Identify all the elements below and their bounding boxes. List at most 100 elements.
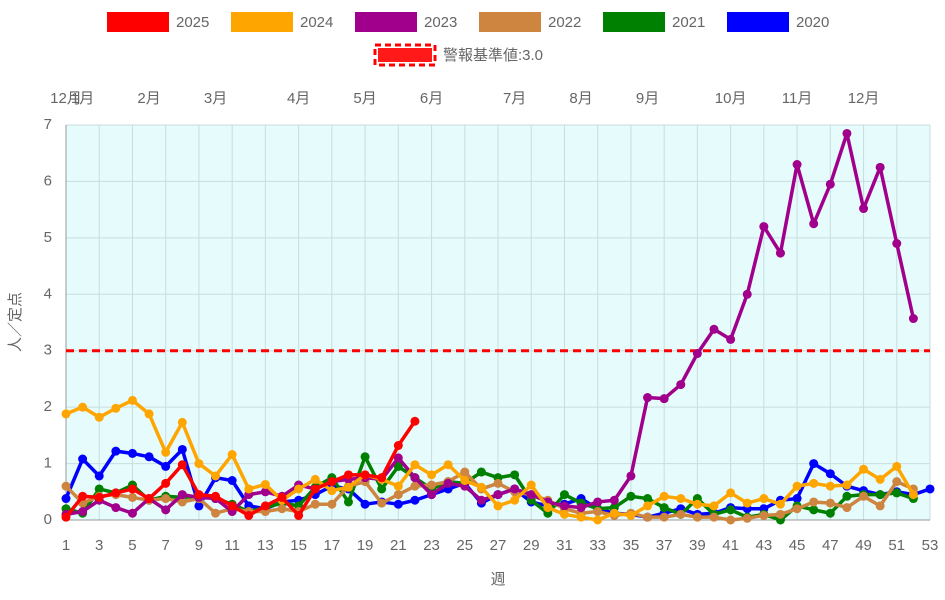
data-point xyxy=(211,491,221,501)
data-point xyxy=(476,467,486,477)
data-point xyxy=(493,501,503,511)
data-point xyxy=(443,478,453,488)
x-axis-label: 週 xyxy=(490,571,505,588)
data-point xyxy=(427,470,437,480)
data-point xyxy=(676,380,686,390)
data-point xyxy=(111,446,121,456)
legend-label: 2020 xyxy=(796,14,829,31)
data-point xyxy=(393,481,403,491)
data-point xyxy=(825,508,835,518)
data-point xyxy=(759,510,769,520)
data-point xyxy=(775,509,785,519)
data-point xyxy=(759,494,769,504)
data-point xyxy=(493,490,503,500)
data-point xyxy=(61,494,71,504)
data-point xyxy=(377,473,387,483)
data-point xyxy=(61,512,71,522)
legend-label: 2021 xyxy=(672,14,705,31)
data-point xyxy=(908,314,918,324)
x-tick-label: 53 xyxy=(922,537,939,554)
data-point xyxy=(393,441,403,451)
data-point xyxy=(111,503,121,513)
data-point xyxy=(127,492,137,502)
y-tick-label: 5 xyxy=(44,229,52,246)
y-tick-label: 3 xyxy=(44,342,52,359)
top-tick-label: 12月 xyxy=(50,90,82,107)
data-point xyxy=(127,395,137,405)
data-point xyxy=(576,512,586,522)
data-point xyxy=(460,476,470,485)
y-tick-label: 2 xyxy=(44,398,52,415)
data-point xyxy=(809,219,819,229)
data-point xyxy=(111,488,121,498)
legend-swatch xyxy=(479,12,541,32)
legend-label: 2025 xyxy=(176,14,209,31)
data-point xyxy=(227,450,237,460)
data-point xyxy=(78,454,88,464)
data-point xyxy=(343,497,353,507)
x-tick-label: 7 xyxy=(162,537,170,554)
data-point xyxy=(310,499,320,509)
legend-swatch xyxy=(355,12,417,32)
data-point xyxy=(809,497,819,507)
x-tick-label: 13 xyxy=(257,537,274,554)
data-point xyxy=(94,471,104,481)
data-point xyxy=(859,491,869,501)
data-point xyxy=(559,509,569,519)
data-point xyxy=(194,501,204,511)
data-point xyxy=(775,499,785,509)
data-point xyxy=(177,490,187,500)
data-point xyxy=(161,494,171,504)
data-point xyxy=(476,482,486,492)
data-point xyxy=(709,512,719,522)
data-point xyxy=(593,507,603,517)
data-point xyxy=(726,488,736,498)
data-point xyxy=(360,499,370,509)
data-point xyxy=(194,490,204,500)
x-tick-label: 43 xyxy=(756,537,773,554)
data-point xyxy=(211,508,221,518)
data-point xyxy=(759,222,769,232)
data-point xyxy=(643,512,653,522)
legend-label: 2023 xyxy=(424,14,457,31)
x-tick-label: 1 xyxy=(62,537,70,554)
data-point xyxy=(576,503,586,513)
data-point xyxy=(310,484,320,494)
data-point xyxy=(543,503,553,513)
x-tick-label: 49 xyxy=(855,537,872,554)
data-point xyxy=(726,515,736,525)
data-point xyxy=(260,487,270,497)
data-point xyxy=(626,471,636,481)
data-point xyxy=(393,461,403,471)
data-point xyxy=(775,248,785,258)
x-tick-label: 23 xyxy=(423,537,440,554)
data-point xyxy=(559,501,569,511)
data-point xyxy=(659,503,669,513)
data-point xyxy=(510,470,520,480)
data-point xyxy=(859,204,869,214)
data-point xyxy=(177,444,187,454)
data-point xyxy=(659,512,669,522)
data-point xyxy=(177,417,187,427)
data-point xyxy=(144,452,154,462)
data-point xyxy=(609,495,619,505)
legend-swatch xyxy=(231,12,293,32)
data-point xyxy=(593,497,603,507)
data-point xyxy=(792,160,802,169)
data-point xyxy=(875,162,885,172)
x-tick-label: 21 xyxy=(390,537,407,554)
x-tick-label: 31 xyxy=(556,537,573,554)
top-tick-label: 10月 xyxy=(715,90,747,107)
data-point xyxy=(676,509,686,519)
x-tick-label: 17 xyxy=(324,537,341,554)
data-point xyxy=(294,484,304,494)
data-point xyxy=(742,498,752,508)
data-point xyxy=(427,490,437,500)
x-tick-label: 39 xyxy=(689,537,706,554)
data-point xyxy=(842,491,852,501)
data-point xyxy=(493,478,503,488)
data-point xyxy=(792,481,802,491)
data-point xyxy=(809,478,819,488)
data-point xyxy=(892,488,902,498)
